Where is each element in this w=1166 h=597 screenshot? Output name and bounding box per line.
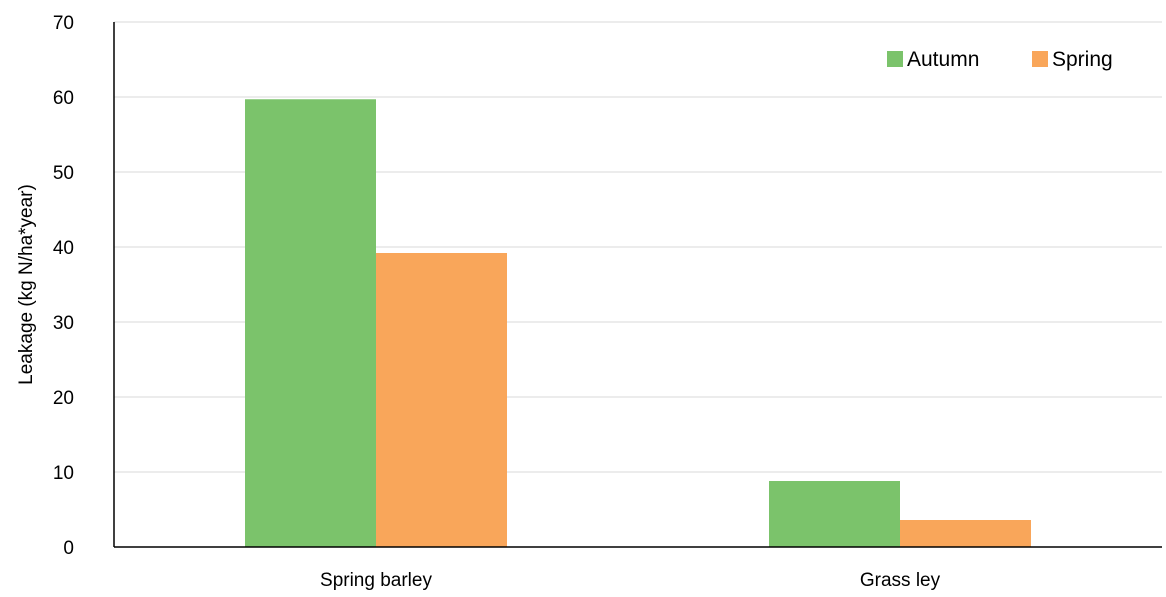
y-tick-label: 30 [53,313,74,334]
legend-swatch-spring [1032,51,1048,67]
y-tick-label: 60 [53,88,74,109]
bar-spring-grass-ley [900,520,1031,547]
legend-label-spring: Spring [1052,48,1113,71]
y-axis-title: Leakage (kg N/ha*year) [16,184,37,385]
bar-autumn-spring-barley [245,99,376,547]
y-tick-label: 0 [63,538,74,559]
y-tick-label: 10 [53,463,74,484]
legend-label-autumn: Autumn [907,48,979,71]
x-category-label: Grass ley [860,570,941,591]
y-tick-label: 20 [53,388,74,409]
axes [113,22,1162,548]
bar-spring-spring-barley [376,253,507,547]
x-category-label: Spring barley [320,570,432,591]
y-tick-label: 40 [53,238,74,259]
y-tick-labels: 0 10 20 30 40 50 60 70 [53,13,74,559]
bars [245,99,1031,547]
bar-autumn-grass-ley [769,481,900,547]
y-tick-label: 70 [53,13,74,34]
x-category-labels: Spring barley Grass ley [320,570,941,591]
y-tick-label: 50 [53,163,74,184]
legend: Autumn Spring [887,48,1113,71]
legend-swatch-autumn [887,51,903,67]
